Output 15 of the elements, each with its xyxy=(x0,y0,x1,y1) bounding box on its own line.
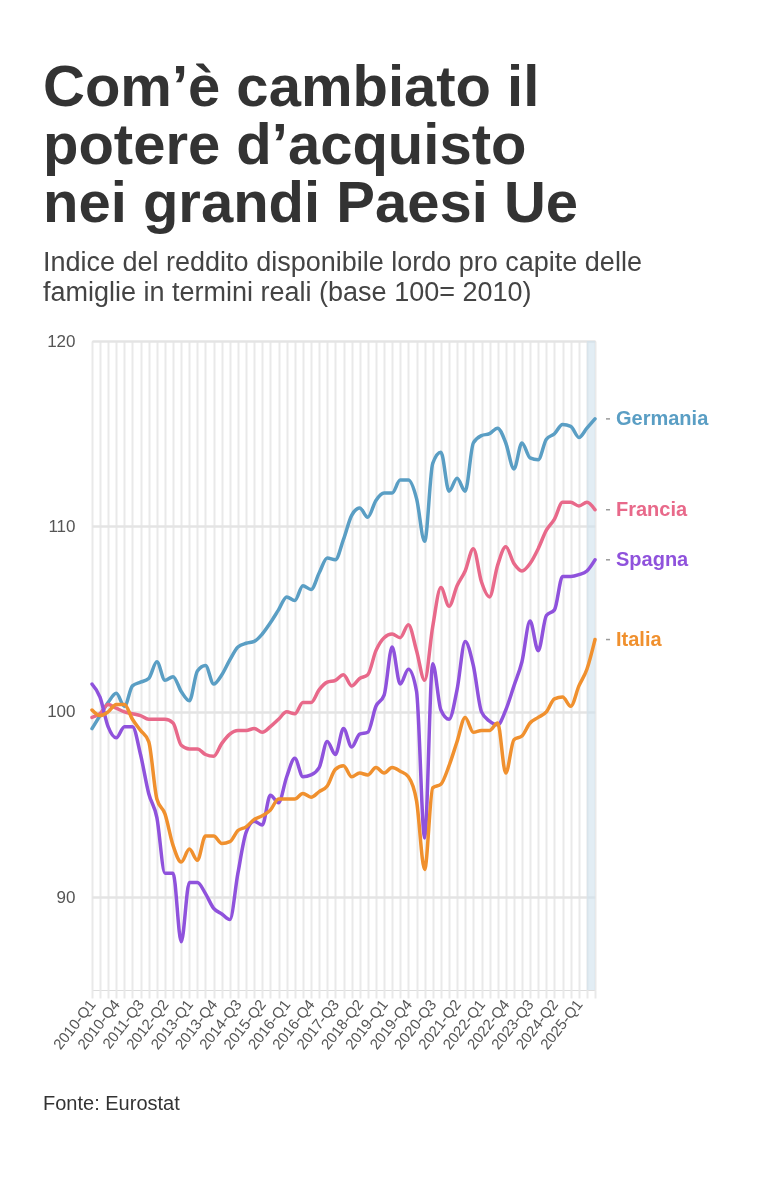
series-label: Francia xyxy=(616,497,689,520)
line-series xyxy=(90,637,597,872)
y-tick-label: 90 xyxy=(56,887,76,907)
series-label: Spagna xyxy=(616,547,690,570)
series-label: Italia xyxy=(616,627,663,650)
chart-title: Com’è cambiato il potere d’acquisto nei grandi Paesi Ue xyxy=(43,53,579,234)
y-tick-label: 120 xyxy=(47,331,76,351)
series-label: Germania xyxy=(616,406,710,429)
line-series xyxy=(90,558,597,944)
line-series xyxy=(90,500,597,759)
line-series xyxy=(90,417,597,731)
y-tick-label: 100 xyxy=(47,702,76,722)
source-note: Fonte: Eurostat xyxy=(43,1092,181,1114)
y-tick-label: 110 xyxy=(48,516,76,536)
chart-subtitle: Indice del reddito disponibile lordo pro capite delle famiglie in termini reali (base 100= 2010) xyxy=(43,247,642,307)
